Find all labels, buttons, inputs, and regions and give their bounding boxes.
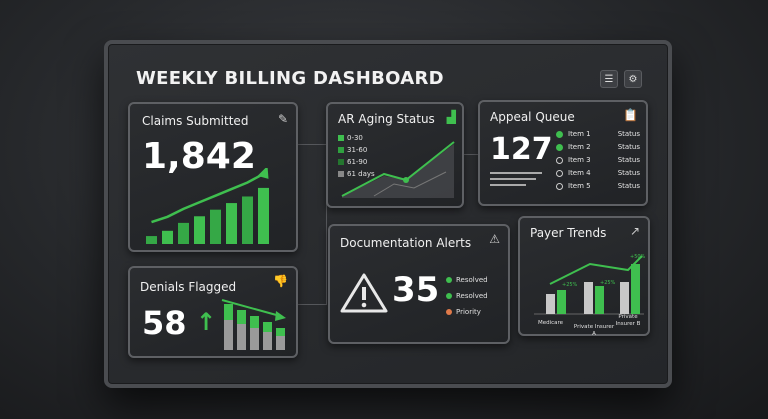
bar (557, 290, 566, 314)
bar-chart-icon: ▟ (446, 110, 456, 124)
bar (224, 304, 233, 350)
connector-line (462, 154, 478, 155)
trend-line (549, 255, 643, 285)
bar-segment (250, 316, 259, 328)
divider (490, 178, 536, 180)
panel-title: Appeal Queue (490, 110, 575, 124)
bar (595, 286, 604, 314)
dashboard-screen: WEEKLY BILLING DASHBOARD ☰ ⚙ Claims Subm… (104, 40, 672, 388)
legend-item: 0-30 (338, 134, 363, 142)
warning-icon[interactable]: ⚠ (489, 232, 500, 246)
list-item[interactable]: Item 5 Status (556, 182, 640, 190)
bar (237, 310, 246, 350)
legend-item: Priority (446, 308, 481, 316)
list-item[interactable]: Item 1 Status (556, 130, 640, 138)
claims-value: 1,842 (142, 136, 256, 177)
bar (250, 316, 259, 350)
bar (546, 294, 555, 314)
bar (146, 236, 157, 244)
bar-segment (276, 328, 285, 336)
bar-segment (224, 304, 233, 320)
menu-icon[interactable]: ☰ (600, 70, 618, 88)
arrow-up-icon: ↑ (196, 308, 217, 336)
bar (276, 328, 285, 350)
appeal-queue-panel[interactable]: Appeal Queue 📋 127 Item 1 Status Item 2 St… (478, 100, 648, 206)
panel-title: Documentation Alerts (340, 236, 472, 250)
claims-bar-chart (146, 168, 269, 244)
connector-line (296, 144, 327, 205)
bar (242, 196, 253, 244)
panel-title: Denials Flagged (140, 280, 237, 294)
docs-value: 35 (392, 270, 440, 310)
bar (162, 230, 173, 244)
panel-title: Payer Trends (530, 226, 607, 240)
denials-flagged-panel[interactable]: Denials Flagged 👎 58 ↑ (128, 266, 298, 358)
payer-bar-chart: +25% +25% +50% Medicare (534, 254, 646, 326)
legend-item: Resolved (446, 276, 488, 284)
change-label: +25% (562, 282, 578, 288)
legend-item: 31-60 (338, 146, 367, 154)
bar (194, 216, 205, 244)
category-label: Private Insurer A (573, 324, 615, 337)
bar (584, 282, 593, 314)
ar-aging-panel[interactable]: AR Aging Status ▟ 0-30 31-60 61-90 61 da… (326, 102, 464, 208)
legend-item: Resolved (446, 292, 488, 300)
list-item[interactable]: Item 3 Status (556, 156, 640, 164)
bar (258, 187, 269, 244)
edit-icon[interactable]: ✎ (277, 112, 288, 126)
panel-title: AR Aging Status (338, 112, 435, 126)
payer-trends-panel[interactable]: Payer Trends ↗ +25% +25% +50% Medicare P… (518, 216, 650, 337)
legend-item: 61-90 (338, 158, 367, 166)
bar-segment (237, 310, 246, 324)
list-item[interactable]: Item 4 Status (556, 169, 640, 177)
denials-bar-chart (221, 299, 286, 350)
checklist-icon[interactable]: 📋 (623, 108, 638, 122)
claims-submitted-panel[interactable]: Claims Submitted ✎ 1,842 (128, 102, 298, 252)
trend-line (151, 172, 265, 224)
change-label: +50% (630, 254, 646, 260)
category-label: Private Insurer B (615, 314, 641, 327)
appeal-value: 127 (490, 132, 553, 167)
bar (178, 222, 189, 244)
bar-segment (263, 322, 272, 332)
trend-line (221, 299, 281, 317)
list-item[interactable]: Item 2 Status (556, 143, 640, 151)
ar-aging-line-chart (341, 141, 455, 198)
legend-item: 61 days (338, 170, 375, 178)
page-title: WEEKLY BILLING DASHBOARD (136, 68, 444, 89)
bar (263, 322, 272, 350)
bar (226, 203, 237, 244)
divider (490, 172, 542, 174)
divider (490, 184, 526, 186)
bar (631, 264, 640, 314)
trend-arrow (257, 168, 269, 179)
trend-arrow (275, 311, 286, 321)
change-label: +25% (600, 280, 616, 286)
bar (620, 282, 629, 314)
denials-value: 58 (142, 304, 187, 342)
warning-large-icon (340, 273, 388, 313)
category-label: Medicare (538, 320, 564, 326)
panel-title: Claims Submitted (142, 114, 249, 128)
bar (210, 209, 221, 244)
documentation-alerts-panel[interactable]: Documentation Alerts ⚠ 35 Resolved Resol… (328, 224, 510, 344)
thumbs-down-icon[interactable]: 👎 (273, 274, 288, 288)
trend-up-icon[interactable]: ↗ (629, 224, 640, 238)
gear-icon[interactable]: ⚙ (624, 70, 642, 88)
connector-line (296, 204, 327, 305)
